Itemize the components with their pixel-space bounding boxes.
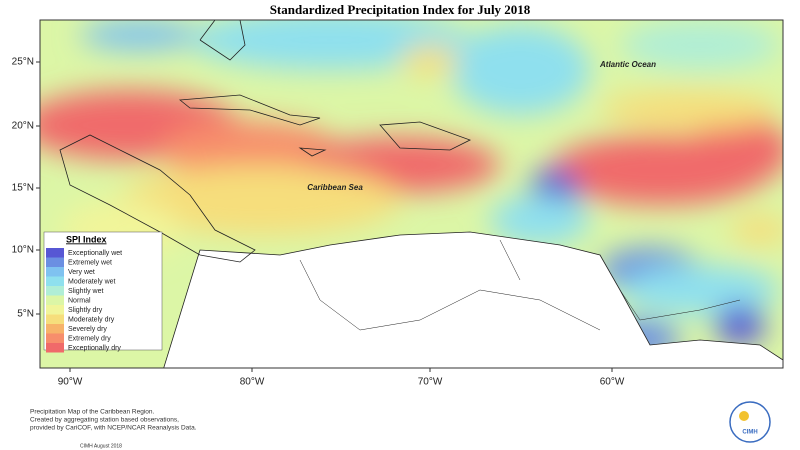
legend-label: Extremely wet: [68, 259, 112, 266]
lon-label: 90°W: [58, 377, 83, 388]
legend-swatch: [46, 276, 64, 286]
legend-swatch: [46, 295, 64, 305]
logo: [729, 401, 771, 443]
legend-swatch: [46, 305, 64, 315]
legend-swatch: [46, 314, 64, 324]
map-frame: [39, 19, 784, 369]
place-label: Caribbean Sea: [307, 183, 363, 192]
legend-label: Slightly wet: [68, 288, 103, 295]
caption: CIMH August 2018: [80, 443, 122, 449]
legend-label: Exceptionally wet: [68, 250, 122, 257]
spi-field: [40, 20, 783, 368]
legend-label: Moderately dry: [68, 316, 115, 323]
lon-label: 70°W: [418, 377, 443, 388]
lat-label: 10°N: [12, 245, 34, 256]
legend-swatch: [46, 248, 64, 258]
lon-label: 80°W: [240, 377, 265, 388]
legend-title: SPI Index: [66, 234, 107, 244]
place-label: Atlantic Ocean: [599, 60, 656, 69]
legend-swatch: [46, 286, 64, 296]
caption: provided by CariCOF, with NCEP/NCAR Rean…: [30, 425, 197, 432]
legend-swatch: [46, 333, 64, 343]
legend-label: Severely dry: [68, 326, 107, 333]
legend-label: Moderately wet: [68, 278, 116, 285]
legend-label: Exceptionally dry: [68, 345, 121, 352]
caption: Precipitation Map of the Caribbean Regio…: [30, 409, 154, 416]
logo-text: CIMH: [742, 430, 757, 436]
lat-label: 25°N: [12, 57, 34, 68]
legend-swatch: [46, 257, 64, 267]
legend-swatch: [46, 267, 64, 277]
legend-swatch: [46, 324, 64, 334]
legend-label: Extremely dry: [68, 335, 111, 342]
caption: Created by aggregating station based obs…: [30, 417, 179, 424]
legend-swatch: [46, 343, 64, 353]
lat-label: 15°N: [12, 183, 34, 194]
logo-sun: [739, 411, 749, 421]
legend-label: Very wet: [68, 269, 95, 276]
lat-label: 20°N: [12, 121, 34, 132]
lon-label: 60°W: [600, 377, 625, 388]
lat-label: 5°N: [17, 309, 34, 320]
title: Standardized Precipitation Index for Jul…: [270, 2, 531, 17]
legend-label: Slightly dry: [68, 307, 103, 314]
legend-label: Normal: [68, 297, 91, 304]
